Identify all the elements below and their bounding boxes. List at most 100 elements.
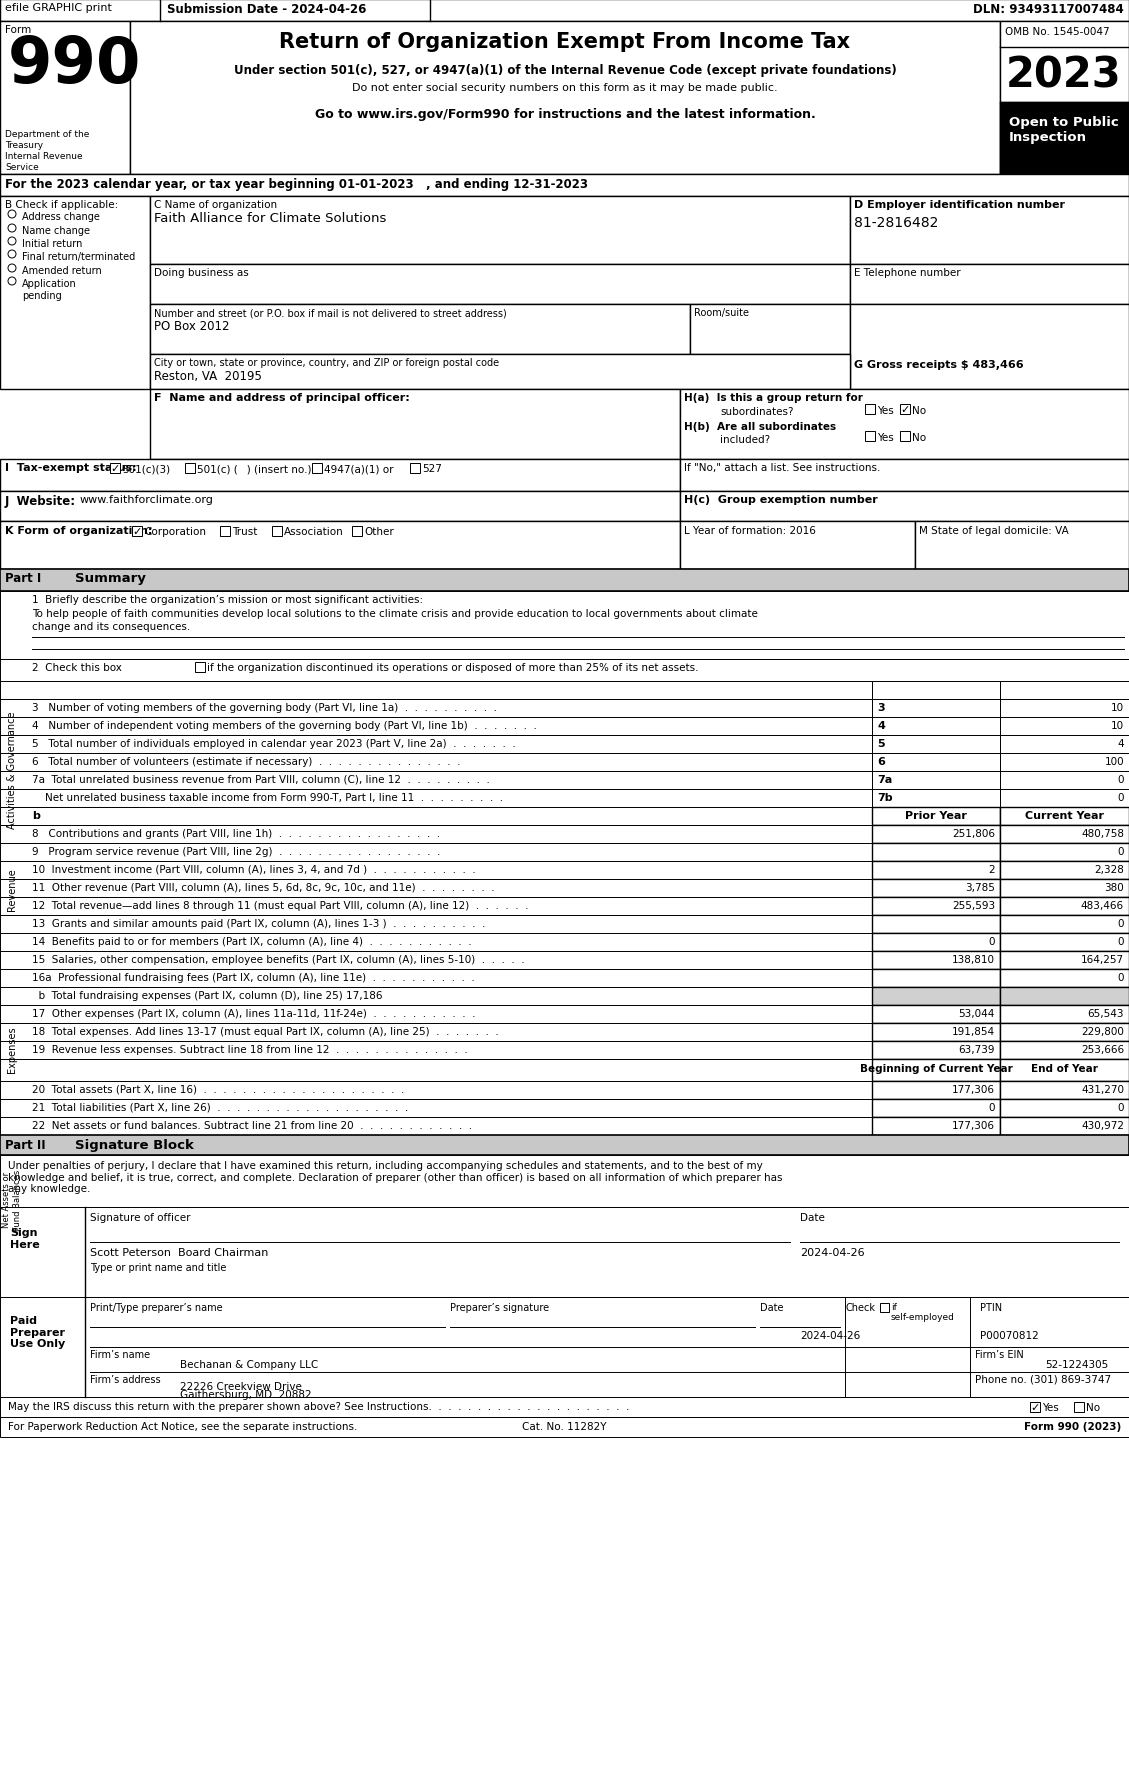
Bar [1000,916,1129,934]
Text: 191,854: 191,854 [952,1026,995,1037]
Text: 480,758: 480,758 [1080,829,1124,839]
Text: I  Tax-exempt status:: I Tax-exempt status: [5,463,137,472]
Bar [0,898,872,916]
Text: 9   Program service revenue (Part VIII, line 2g)  .  .  .  .  .  .  .  .  .  .  : 9 Program service revenue (Part VIII, li… [32,846,440,857]
Text: ✓: ✓ [111,463,120,474]
Text: ) (insert no.): ) (insert no.) [237,463,312,474]
Text: K Form of organization:: K Form of organization: [5,526,152,536]
Bar [0,21,130,175]
Bar [0,861,872,880]
Text: Submission Date - 2024-04-26: Submission Date - 2024-04-26 [167,4,367,16]
Text: If "No," attach a list. See instructions.: If "No," attach a list. See instructions… [684,463,881,472]
Bar [872,1082,1000,1099]
Text: 81-2816482: 81-2816482 [854,216,938,230]
Text: 20  Total assets (Part X, line 16)  .  .  .  .  .  .  .  .  .  .  .  .  .  .  . : 20 Total assets (Part X, line 16) . . . … [32,1085,404,1094]
Text: DLN: 93493117007484: DLN: 93493117007484 [973,4,1124,16]
Text: 251,806: 251,806 [952,829,995,839]
Text: 430,972: 430,972 [1080,1121,1124,1130]
Bar [850,266,1129,305]
Text: 6: 6 [877,757,885,766]
Text: Yes: Yes [877,433,894,442]
Text: 7a  Total unrelated business revenue from Part VIII, column (C), line 12  .  .  : 7a Total unrelated business revenue from… [32,775,490,784]
Bar [352,527,362,536]
Bar [1000,987,1129,1005]
Bar [865,431,875,442]
Text: 0: 0 [1118,973,1124,982]
Bar [1000,1005,1129,1023]
Text: E Telephone number: E Telephone number [854,267,961,278]
Bar [130,21,1000,175]
Bar [872,952,1000,969]
Text: Go to www.irs.gov/Form990 for instructions and the latest information.: Go to www.irs.gov/Form990 for instructio… [315,109,815,121]
Text: change and its consequences.: change and its consequences. [32,622,191,631]
Text: 4: 4 [1118,738,1124,748]
Text: 15  Salaries, other compensation, employee benefits (Part IX, column (A), lines : 15 Salaries, other compensation, employe… [32,955,525,964]
Bar [0,987,872,1005]
Bar [680,460,1129,492]
Bar [0,570,1129,592]
Bar [0,1135,1129,1155]
Text: Under section 501(c), 527, or 4947(a)(1) of the Internal Revenue Code (except pr: Under section 501(c), 527, or 4947(a)(1)… [234,64,896,77]
Text: 0: 0 [1118,846,1124,857]
Text: Firm’s EIN: Firm’s EIN [975,1349,1024,1360]
Text: 7a: 7a [877,775,892,784]
Text: 14  Benefits paid to or for members (Part IX, column (A), line 4)  .  .  .  .  .: 14 Benefits paid to or for members (Part… [32,937,472,946]
Bar [872,754,1000,772]
Text: Signature Block: Signature Block [75,1139,194,1151]
Bar [150,355,850,390]
Text: Sign
Here: Sign Here [10,1228,40,1249]
Text: Yes: Yes [1042,1402,1059,1411]
Text: 138,810: 138,810 [952,955,995,964]
Text: 527: 527 [422,463,441,474]
Text: J  Website:: J Website: [5,495,76,508]
Text: Scott Peterson  Board Chairman: Scott Peterson Board Chairman [90,1247,269,1258]
Text: Gaithersburg, MD  20882: Gaithersburg, MD 20882 [180,1390,312,1399]
Bar [872,683,1000,700]
Text: 0: 0 [989,937,995,946]
Bar [0,1099,872,1117]
Text: if the organization discontinued its operations or disposed of more than 25% of : if the organization discontinued its ope… [207,663,699,672]
Text: L Year of formation: 2016: L Year of formation: 2016 [684,526,816,536]
Bar [220,527,230,536]
Bar [872,898,1000,916]
Bar [0,1060,872,1082]
Text: Firm’s address: Firm’s address [90,1374,160,1385]
Bar [0,460,680,492]
Text: Net unrelated business taxable income from Form 990-T, Part I, line 11  .  .  . : Net unrelated business taxable income fr… [32,793,504,802]
Text: 10  Investment income (Part VIII, column (A), lines 3, 4, and 7d )  .  .  .  .  : 10 Investment income (Part VIII, column … [32,864,475,875]
Bar [0,916,872,934]
Bar [872,807,1000,825]
Text: Under penalties of perjury, I declare that I have examined this return, includin: Under penalties of perjury, I declare th… [8,1160,782,1194]
Text: M State of legal domicile: VA: M State of legal domicile: VA [919,526,1069,536]
Bar [132,527,142,536]
Bar [680,390,1129,460]
Bar [872,1041,1000,1060]
Text: 65,543: 65,543 [1087,1009,1124,1019]
Bar [872,1099,1000,1117]
Bar [1000,103,1129,175]
Text: if
self-employed: if self-employed [891,1303,955,1322]
Bar [690,305,850,355]
Text: 100: 100 [1104,757,1124,766]
Text: Amended return: Amended return [21,266,102,276]
Text: Beginning of Current Year: Beginning of Current Year [859,1064,1013,1073]
Text: 10: 10 [1111,720,1124,731]
Bar [1000,861,1129,880]
Bar [1000,718,1129,736]
Text: D Employer identification number: D Employer identification number [854,200,1065,210]
Text: ✓: ✓ [132,527,141,536]
Text: PO Box 2012: PO Box 2012 [154,319,229,333]
Bar [0,754,872,772]
Text: Association: Association [285,527,343,536]
Text: Number and street (or P.O. box if mail is not delivered to street address): Number and street (or P.O. box if mail i… [154,308,507,317]
Text: Signature of officer: Signature of officer [90,1212,191,1222]
Text: 483,466: 483,466 [1080,900,1124,911]
Text: 501(c) (: 501(c) ( [196,463,238,474]
Bar [865,405,875,415]
Bar [1000,1117,1129,1135]
Text: 253,666: 253,666 [1080,1044,1124,1055]
Text: PTIN: PTIN [980,1303,1003,1312]
Bar [1000,700,1129,718]
Text: 501(c)(3): 501(c)(3) [122,463,170,474]
Text: 7b: 7b [877,793,893,802]
